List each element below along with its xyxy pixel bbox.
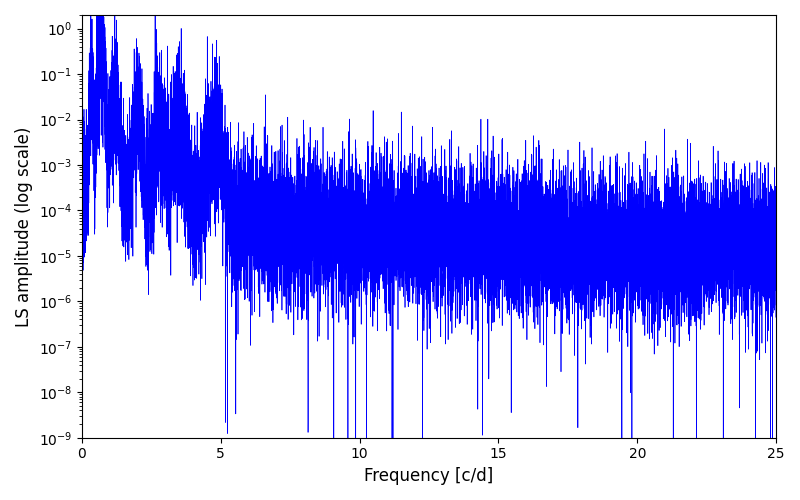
Y-axis label: LS amplitude (log scale): LS amplitude (log scale): [15, 126, 33, 326]
X-axis label: Frequency [c/d]: Frequency [c/d]: [364, 467, 494, 485]
